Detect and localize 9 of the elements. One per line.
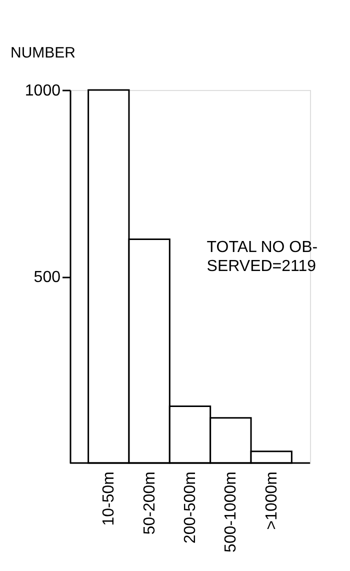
x-tick-label: 200-500m: [182, 472, 199, 544]
x-tick-label: 10-50m: [100, 472, 118, 526]
x-tick-label: >1000m: [263, 472, 280, 530]
x-tick-label: 500-1000m: [222, 472, 240, 552]
x-tick-label: 50-200m: [141, 472, 158, 535]
y-tick-label: 1000: [24, 82, 61, 100]
annotation: TOTAL NO OB- SERVED=2119: [206, 239, 318, 276]
y-tick-label: 500: [34, 269, 61, 286]
y-axis-title: NUMBER: [10, 44, 76, 62]
